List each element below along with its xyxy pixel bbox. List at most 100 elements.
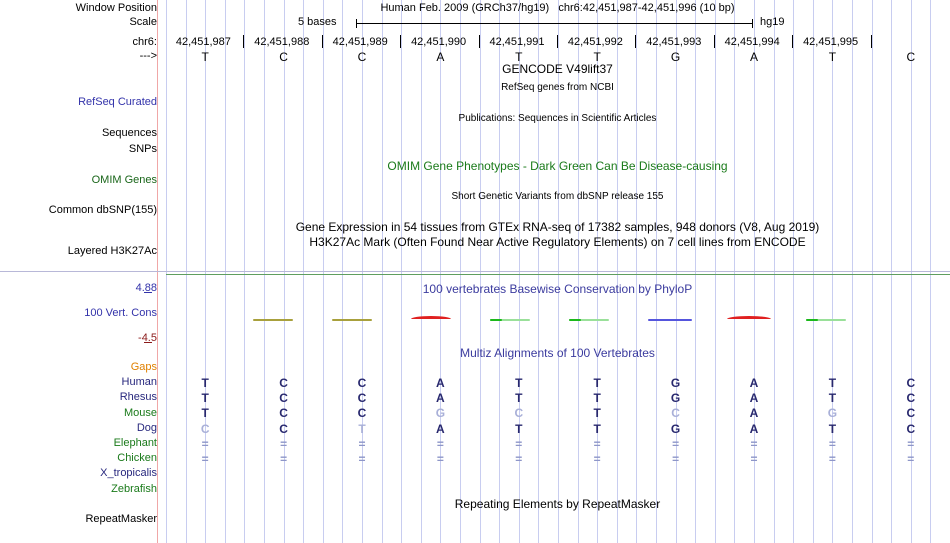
alignment-base[interactable]: T (201, 391, 209, 405)
alignment-base[interactable]: C (279, 422, 288, 436)
alignment-base[interactable]: = (436, 437, 444, 451)
alignment-base[interactable]: G (670, 422, 681, 436)
alignment-base[interactable]: T (201, 406, 209, 420)
alignment-base[interactable]: = (593, 437, 601, 451)
track-title-gencode[interactable]: GENCODE V49lift37 (502, 62, 613, 76)
alignment-base[interactable]: = (593, 452, 601, 466)
species-label-zebrafish[interactable]: Zebrafish (111, 483, 157, 495)
alignment-base[interactable]: = (750, 452, 758, 466)
track-title-phylop[interactable]: 100 vertebrates Basewise Conservation by… (422, 282, 693, 296)
alignment-base[interactable]: G (435, 406, 446, 420)
conservation-bar[interactable] (727, 316, 771, 319)
alignment-base[interactable]: C (906, 391, 916, 405)
track-title-omim[interactable]: OMIM Gene Phenotypes - Dark Green Can Be… (387, 159, 728, 173)
alignment-base[interactable]: C (279, 391, 288, 405)
alignment-base[interactable]: A (436, 422, 445, 436)
alignment-base[interactable]: C (906, 422, 916, 436)
alignment-base[interactable]: C (906, 406, 916, 420)
alignment-base[interactable]: A (749, 376, 759, 390)
alignment-base[interactable]: T (828, 422, 837, 436)
alignment-base[interactable]: C (514, 406, 524, 420)
alignment-base[interactable]: T (828, 376, 837, 390)
alignment-base[interactable]: = (436, 452, 444, 466)
alignment-base[interactable]: A (436, 391, 445, 405)
alignment-base[interactable]: A (749, 391, 759, 405)
alignment-base[interactable]: = (907, 452, 915, 466)
label-scale[interactable]: Scale (129, 16, 157, 28)
alignment-base[interactable]: A (436, 376, 445, 390)
label-100-vert-cons[interactable]: 100 Vert. Cons (84, 307, 157, 319)
label-omim-genes[interactable]: OMIM Genes (91, 174, 157, 186)
label-repeatmasker[interactable]: RepeatMasker (85, 513, 157, 525)
alignment-base[interactable]: T (593, 391, 601, 405)
alignment-base[interactable]: = (280, 452, 288, 466)
alignment-base[interactable]: G (670, 391, 681, 405)
conservation-bar[interactable] (490, 319, 502, 321)
alignment-base[interactable]: = (907, 437, 915, 451)
conservation-bar[interactable] (648, 319, 692, 321)
track-title-h3k27ac[interactable]: H3K27Ac Mark (Often Found Near Active Re… (309, 235, 806, 249)
species-label-elephant[interactable]: Elephant (113, 437, 157, 449)
alignment-base[interactable]: = (672, 452, 680, 466)
conservation-bar[interactable] (411, 316, 451, 319)
conservation-bar[interactable] (806, 319, 846, 321)
alignment-base[interactable]: T (828, 391, 837, 405)
alignment-base[interactable]: = (201, 437, 209, 451)
species-label-rhesus[interactable]: Rhesus (119, 391, 157, 403)
label-window-position[interactable]: Window Position (75, 2, 157, 14)
species-label-chicken[interactable]: Chicken (117, 452, 157, 464)
species-label-dog[interactable]: Dog (136, 422, 157, 434)
alignment-base[interactable]: T (515, 391, 523, 405)
alignment-base[interactable]: = (750, 437, 758, 451)
label-common-dbsnp[interactable]: Common dbSNP(155) (48, 204, 157, 216)
label-sequences[interactable]: Sequences (101, 127, 157, 139)
alignment-base[interactable]: C (357, 376, 367, 390)
alignment-base[interactable]: T (515, 422, 523, 436)
conservation-bar[interactable] (569, 319, 581, 321)
alignment-base[interactable]: = (672, 437, 680, 451)
alignment-base[interactable]: C (279, 406, 288, 420)
alignment-base[interactable]: T (593, 406, 601, 420)
alignment-base[interactable]: = (358, 452, 366, 466)
species-label-x_tropicalis[interactable]: X_tropicalis (100, 467, 157, 479)
label-snps[interactable]: SNPs (128, 143, 157, 155)
track-title-dbsnp[interactable]: Short Genetic Variants from dbSNP releas… (451, 191, 664, 202)
alignment-base[interactable]: T (593, 376, 601, 390)
conservation-bar[interactable] (490, 319, 530, 321)
label-refseq-curated[interactable]: RefSeq Curated (78, 96, 157, 108)
alignment-base[interactable]: C (671, 406, 680, 420)
alignment-base[interactable]: A (749, 406, 759, 420)
alignment-base[interactable]: = (201, 452, 209, 466)
conservation-bar[interactable] (569, 319, 609, 321)
alignment-base[interactable]: = (515, 452, 523, 466)
species-label-human[interactable]: Human (121, 376, 157, 388)
alignment-base[interactable]: T (515, 376, 523, 390)
alignment-base[interactable]: = (358, 437, 366, 451)
track-title-refseq-ncbi[interactable]: RefSeq genes from NCBI (501, 82, 614, 93)
alignment-base[interactable]: G (827, 406, 838, 420)
alignment-base[interactable]: C (906, 376, 916, 390)
alignment-base[interactable]: T (358, 422, 366, 436)
conservation-bar[interactable] (253, 319, 293, 321)
alignment-base[interactable]: A (749, 422, 759, 436)
position-text[interactable]: chr6:42,451,987-42,451,996 (10 bp) (558, 2, 735, 14)
track-title-repeatmasker[interactable]: Repeating Elements by RepeatMasker (454, 497, 661, 511)
species-label-mouse[interactable]: Mouse (123, 407, 157, 419)
track-title-publications[interactable]: Publications: Sequences in Scientific Ar… (458, 113, 657, 124)
conservation-bar[interactable] (332, 319, 372, 321)
track-title-multiz[interactable]: Multiz Alignments of 100 Vertebrates (460, 346, 655, 360)
alignment-base[interactable]: G (670, 376, 681, 390)
alignment-base[interactable]: C (357, 391, 367, 405)
alignment-base[interactable]: C (200, 422, 210, 436)
label-layered-h3k27ac[interactable]: Layered H3K27Ac (67, 245, 157, 257)
alignment-base[interactable]: C (357, 406, 367, 420)
alignment-base[interactable]: = (280, 437, 288, 451)
alignment-base[interactable]: C (279, 376, 288, 390)
species-label-gaps[interactable]: Gaps (130, 361, 157, 373)
alignment-base[interactable]: = (828, 452, 836, 466)
alignment-base[interactable]: T (593, 422, 601, 436)
alignment-base[interactable]: = (515, 437, 523, 451)
conservation-bar[interactable] (806, 319, 818, 321)
alignment-base[interactable]: T (201, 376, 209, 390)
alignment-base[interactable]: = (828, 437, 836, 451)
